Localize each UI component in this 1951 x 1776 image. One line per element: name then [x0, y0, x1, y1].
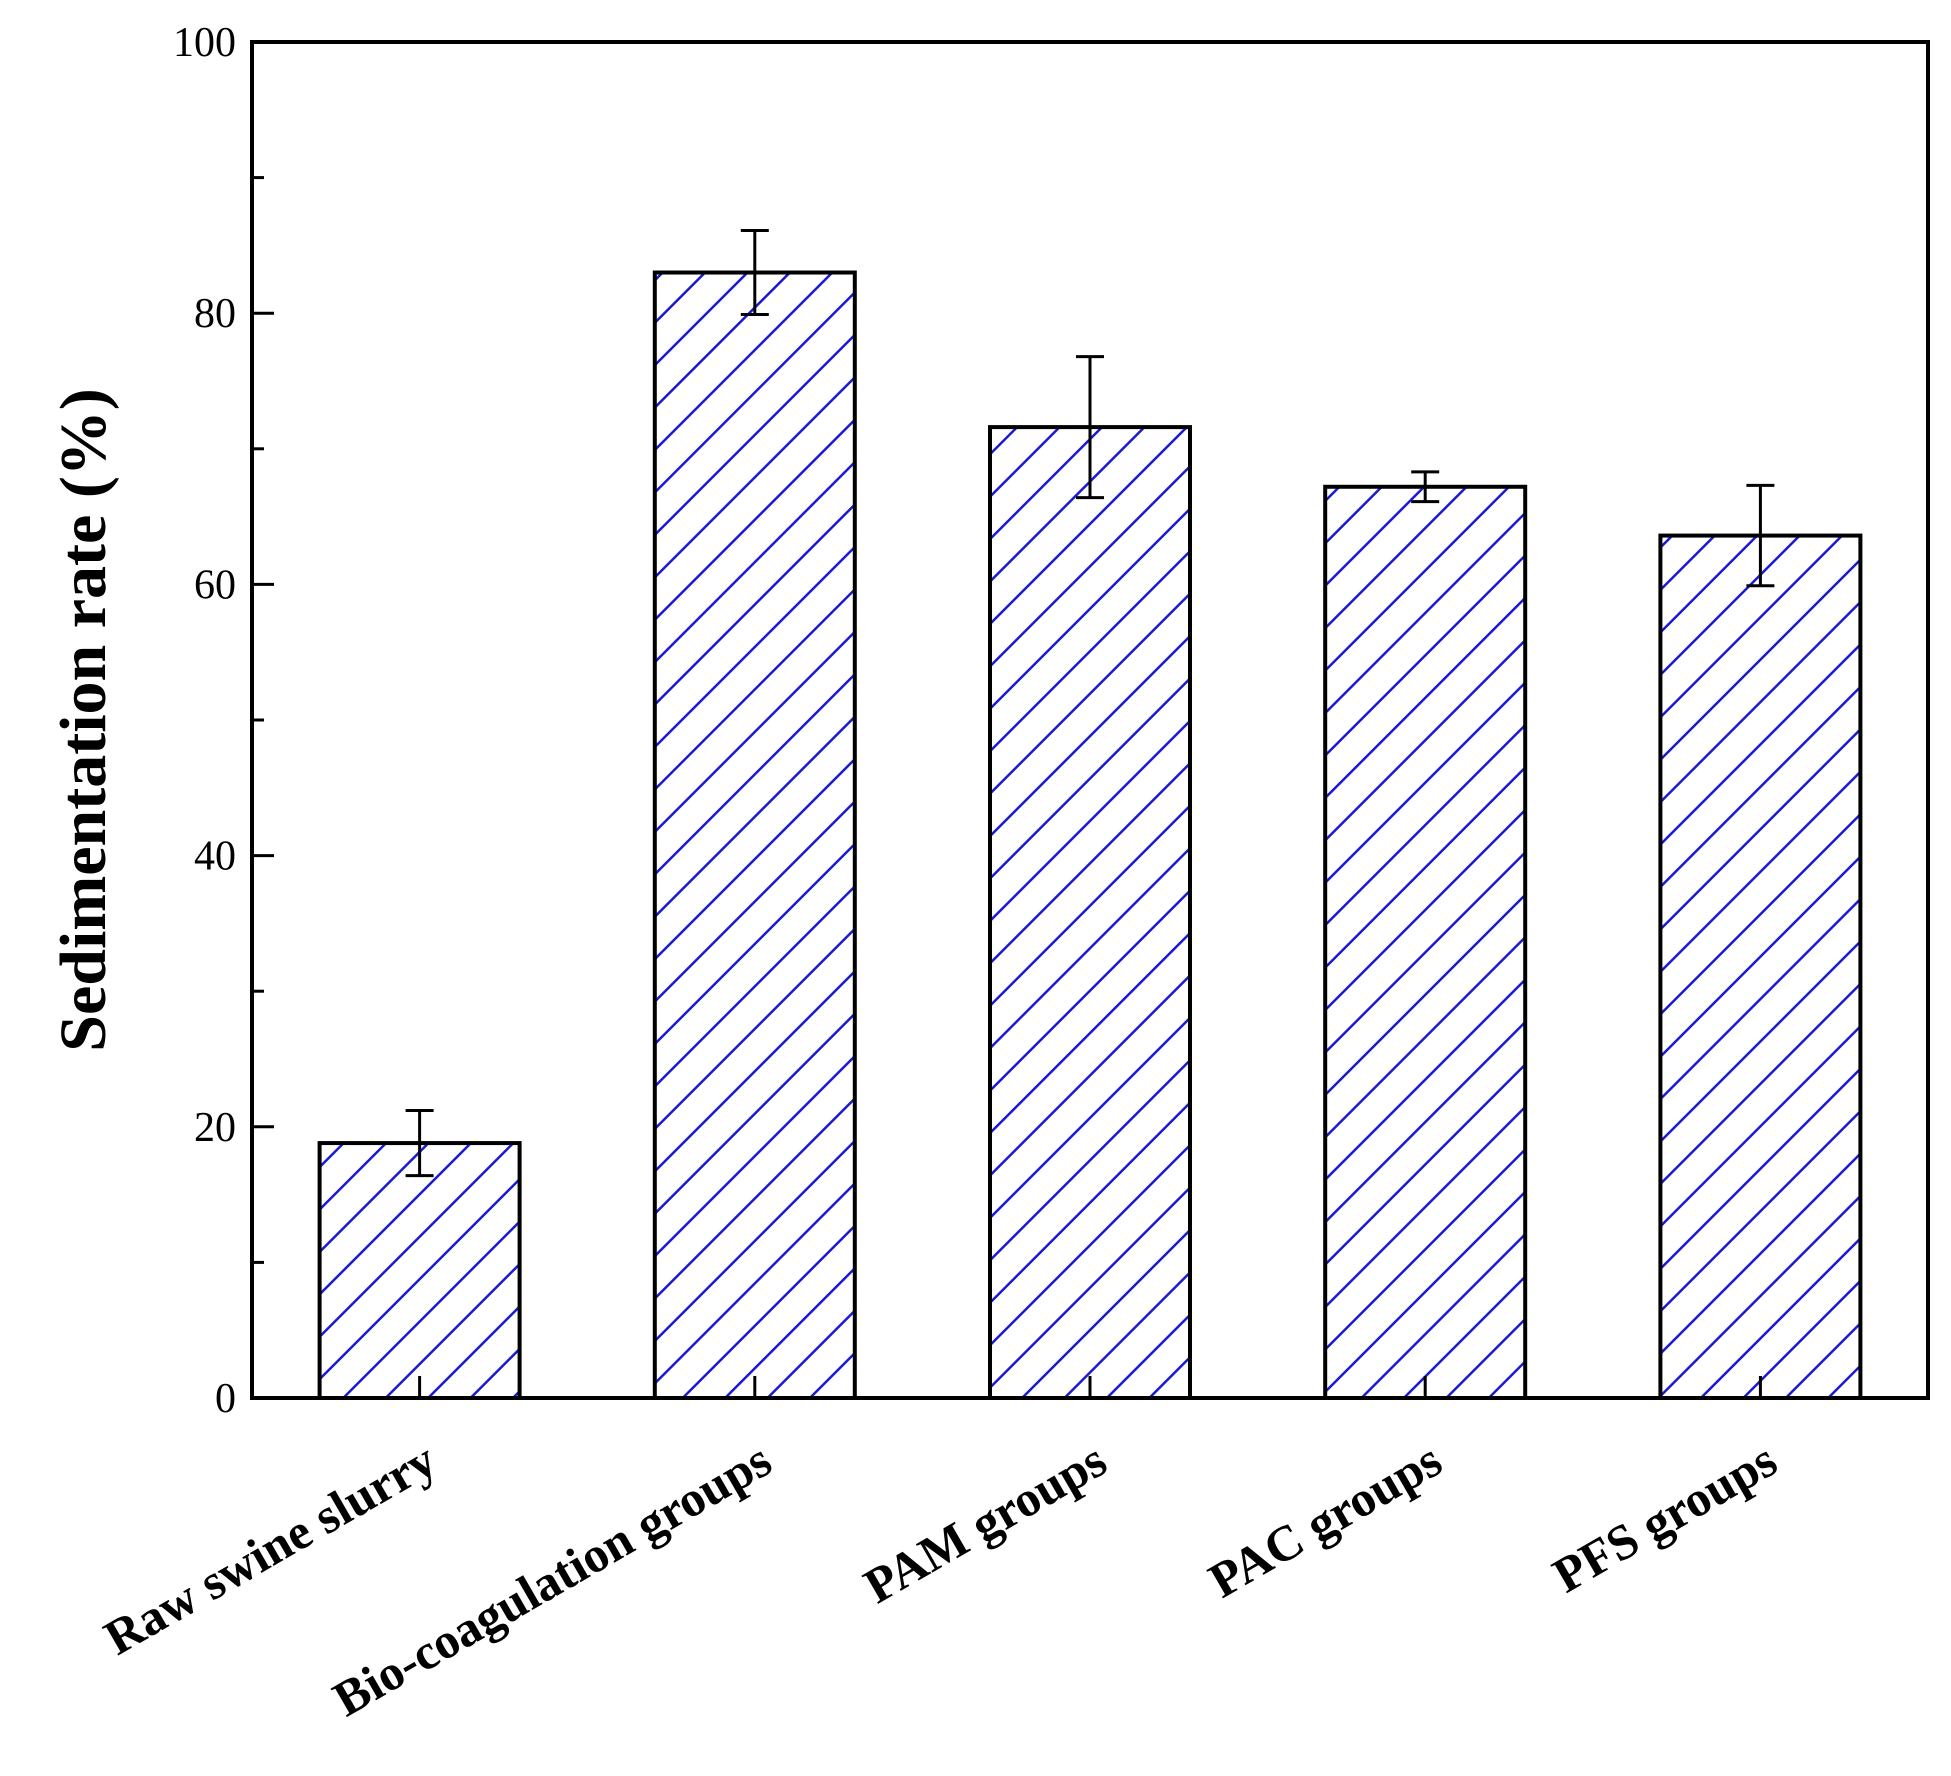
bar — [1323, 484, 1528, 1400]
bar — [652, 270, 857, 1400]
error-bar — [1076, 355, 1104, 500]
y-axis-tick-labels: 0 20 40 60 80 100 — [173, 20, 236, 1422]
y-tick-label: 80 — [194, 291, 236, 337]
x-tick-label: Raw swine slurry — [95, 1431, 445, 1666]
error-bar — [405, 1109, 434, 1178]
y-tick-label: 60 — [194, 562, 236, 608]
error-bar — [1746, 483, 1775, 588]
bar — [317, 1141, 522, 1401]
x-tick-label: PAC groups — [1199, 1431, 1450, 1608]
error-bars-layer — [405, 228, 1775, 1398]
bar — [1658, 533, 1863, 1400]
y-tick-label: 40 — [194, 834, 236, 880]
y-tick-label: 0 — [215, 1376, 236, 1422]
y-tick-label: 100 — [173, 20, 236, 66]
x-tick-label: PAM groups — [855, 1431, 1116, 1614]
y-tick-label: 20 — [194, 1105, 236, 1151]
bars-layer — [317, 270, 1863, 1401]
error-bar — [1411, 470, 1440, 504]
y-axis-title: Sedimentation rate (%) — [47, 388, 120, 1052]
error-bar — [740, 228, 769, 317]
y-axis-ticks — [252, 40, 274, 1400]
x-tick-label: PFS groups — [1543, 1431, 1786, 1603]
bar — [988, 425, 1192, 1400]
